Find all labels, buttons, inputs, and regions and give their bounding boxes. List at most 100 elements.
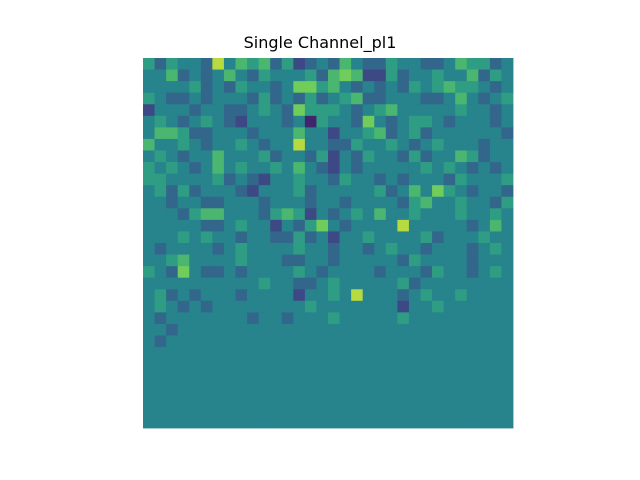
heatmap-cell [466,58,479,70]
heatmap-cell [189,381,202,394]
heatmap-cell [189,277,202,290]
heatmap-cell [270,219,283,232]
heatmap-cell [212,150,225,163]
heatmap-cell [339,335,352,348]
heatmap-cell [258,69,271,82]
heatmap-cell [143,69,155,82]
heatmap-cell [270,243,283,255]
heatmap-cell [466,115,479,128]
heatmap-cell [339,277,352,290]
heatmap-cell [501,92,514,105]
heatmap-cell [443,393,456,406]
heatmap-cell [478,300,491,313]
heatmap-cell [212,289,225,302]
heatmap-cell [154,162,167,175]
heatmap-cell [143,138,155,151]
heatmap-cell [362,312,375,325]
heatmap-cell [362,416,375,429]
heatmap-cell [385,266,398,279]
heatmap-cell [501,347,514,360]
heatmap-cell [177,335,190,348]
heatmap-cell [408,219,421,232]
heatmap-cell [397,127,410,140]
heatmap-cell [235,416,248,429]
heatmap-cell [351,81,364,94]
heatmap-cell [339,323,352,336]
heatmap-cell [478,393,491,406]
heatmap-cell [385,219,398,232]
heatmap-cell [293,277,306,290]
heatmap-cell [189,404,202,417]
heatmap-cell [501,254,514,267]
heatmap-cell [223,254,236,267]
heatmap-cell [223,277,236,290]
heatmap-cell [304,370,317,383]
heatmap-cell [455,127,468,140]
heatmap-cell [281,173,294,186]
heatmap-cell [328,312,340,325]
heatmap-cell [397,254,410,267]
heatmap-cell [443,347,456,360]
heatmap-cell [189,231,202,244]
heatmap-cell [501,219,514,232]
heatmap-cell [443,69,456,82]
heatmap-cell [293,196,306,209]
heatmap-cell [235,92,248,105]
heatmap-cell [304,219,317,232]
heatmap-cell [443,335,456,348]
heatmap-cell [397,243,410,255]
heatmap-cell [374,173,387,186]
heatmap-cell [200,347,213,360]
heatmap-cell [443,266,456,279]
heatmap-cell [316,335,329,348]
heatmap-cell [432,185,445,198]
heatmap-cell [212,404,225,417]
heatmap-cell [189,266,202,279]
heatmap-cell [166,312,179,325]
heatmap-cell [200,104,213,117]
heatmap-cell [177,323,190,336]
heatmap-cell [177,162,190,175]
heatmap-cell [316,58,329,70]
heatmap-cell [258,150,271,163]
heatmap-cell [432,150,445,163]
heatmap-cell [362,381,375,394]
heatmap-cell [177,254,190,267]
heatmap-cell [316,81,329,94]
heatmap-cell [166,69,179,82]
heatmap-cell [478,196,491,209]
heatmap-cell [408,347,421,360]
heatmap-cell [328,81,340,94]
heatmap-cell [293,243,306,255]
heatmap-cell [258,243,271,255]
heatmap-cell [501,381,514,394]
heatmap-cell [316,370,329,383]
heatmap-cell [189,243,202,255]
heatmap-cell [397,138,410,151]
heatmap-cell [420,323,433,336]
heatmap-cell [189,300,202,313]
heatmap-cell [397,358,410,371]
heatmap-cell [154,69,167,82]
heatmap-cell [177,404,190,417]
heatmap-cell [247,323,260,336]
heatmap-cell [247,69,260,82]
heatmap-cell [177,185,190,198]
heatmap-cell [293,370,306,383]
heatmap-cell [420,231,433,244]
heatmap-cell [397,162,410,175]
heatmap-cell [304,266,317,279]
heatmap-cell [189,289,202,302]
heatmap-cell [351,115,364,128]
heatmap-cell [293,104,306,117]
heatmap-cell [478,289,491,302]
heatmap-cell [501,266,514,279]
heatmap-cell [258,266,271,279]
heatmap-cell [385,162,398,175]
heatmap-cell [397,150,410,163]
heatmap-cell [374,92,387,105]
heatmap-cell [235,266,248,279]
heatmap-cell [258,323,271,336]
heatmap-cell [247,81,260,94]
heatmap-cell [316,196,329,209]
